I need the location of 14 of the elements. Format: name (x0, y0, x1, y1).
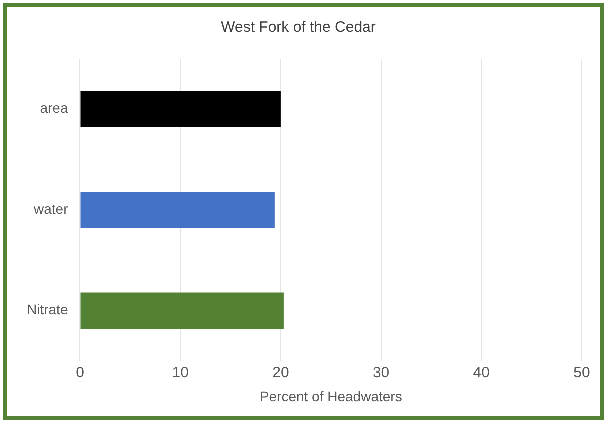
chart-title: West Fork of the Cedar (221, 19, 376, 36)
y-tick-label: water (33, 200, 69, 217)
bar (80, 192, 275, 228)
y-tick-label: Nitrate (27, 302, 68, 318)
x-axis-title: Percent of Headwaters (260, 388, 402, 404)
bar (80, 292, 284, 329)
x-tick-label: 50 (574, 364, 590, 382)
x-tick-label: 10 (172, 364, 189, 382)
y-tick-label: area (40, 100, 68, 116)
x-tick-label: 30 (372, 364, 390, 382)
x-tick-label: 0 (76, 364, 84, 382)
x-tick-label: 20 (272, 364, 290, 382)
bar (80, 91, 281, 128)
x-tick-label: 40 (473, 364, 490, 382)
